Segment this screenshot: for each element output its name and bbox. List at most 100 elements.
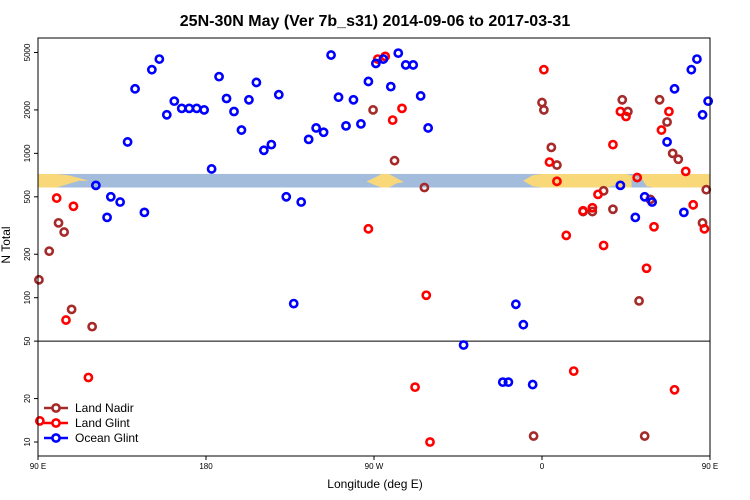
data-point <box>697 109 708 120</box>
data-point <box>503 377 514 388</box>
data-point <box>593 189 603 200</box>
x-tick-label: 0 <box>540 462 545 471</box>
data-point <box>688 199 699 210</box>
data-point <box>53 217 64 228</box>
data-point <box>393 48 404 59</box>
data-point <box>546 142 557 153</box>
y-tick-label: 5000 <box>23 43 32 61</box>
data-point <box>608 139 618 150</box>
data-point <box>621 111 631 122</box>
map-land-africa <box>523 174 641 188</box>
data-point <box>83 372 94 383</box>
data-point <box>538 105 549 115</box>
data-point <box>419 182 430 193</box>
legend-label: Land Glint <box>75 416 130 430</box>
legend-label: Ocean Glint <box>75 431 139 445</box>
data-point <box>410 382 420 393</box>
data-point <box>664 106 674 117</box>
series-land-glint <box>34 51 710 447</box>
x-tick-label: 90 E <box>30 462 46 471</box>
data-point <box>552 160 562 170</box>
data-point <box>59 227 70 237</box>
y-tick-label: 200 <box>23 247 32 261</box>
y-axis-label: N Total <box>0 226 13 263</box>
data-point <box>363 223 374 234</box>
data-point <box>363 76 374 87</box>
data-point <box>617 94 628 105</box>
data-point <box>154 54 165 64</box>
data-point <box>214 71 224 82</box>
data-point <box>587 202 598 213</box>
data-point <box>510 299 521 310</box>
data-point <box>527 379 538 390</box>
data-point <box>667 148 678 159</box>
data-point <box>397 103 407 114</box>
data-point <box>161 109 172 120</box>
data-point <box>229 106 239 117</box>
y-axis: 10 20 50 100 200 500 1000 2000 5000 <box>23 43 38 446</box>
data-point <box>608 204 618 215</box>
data-point <box>266 139 277 150</box>
data-point <box>385 81 396 92</box>
data-point <box>90 180 101 191</box>
data-point <box>191 103 202 114</box>
data-point <box>544 157 555 167</box>
data-point <box>273 89 284 100</box>
data-point <box>258 145 269 156</box>
data-point <box>184 103 195 114</box>
data-point <box>654 94 665 105</box>
map-land-americas <box>366 174 404 188</box>
x-axis-label: Longitude (deg E) <box>327 477 422 491</box>
x-tick-label: 90 E <box>702 462 718 471</box>
data-point <box>630 212 641 223</box>
data-point <box>66 304 77 315</box>
data-point <box>387 115 398 126</box>
data-point <box>518 319 529 330</box>
data-point <box>662 117 672 127</box>
data-point <box>51 193 62 203</box>
data-point <box>378 54 389 64</box>
map-land-arabia <box>616 176 632 188</box>
series-land-nadir <box>34 94 712 441</box>
data-point <box>634 296 644 306</box>
data-point <box>632 172 643 183</box>
data-point <box>649 221 659 232</box>
x-tick-label: 180 <box>199 462 213 471</box>
data-point <box>122 137 133 147</box>
data-point <box>169 96 180 107</box>
data-point <box>199 105 210 115</box>
data-point <box>303 134 314 145</box>
y-tick-label: 20 <box>23 394 32 403</box>
y-tick-label: 10 <box>23 437 32 446</box>
data-point <box>288 298 299 309</box>
data-point <box>389 155 400 166</box>
map-land-asia-east <box>639 174 710 188</box>
data-point <box>221 93 232 104</box>
data-point <box>236 125 247 135</box>
legend-swatch-marker <box>51 433 61 443</box>
data-point <box>333 92 344 103</box>
data-point <box>568 366 579 376</box>
data-point <box>400 60 411 70</box>
data-point <box>615 106 626 117</box>
data-point <box>176 103 187 114</box>
data-point <box>115 197 126 207</box>
series-ocean-glint <box>90 48 714 390</box>
data-point <box>281 191 292 202</box>
legend-label: Land Nadir <box>75 401 134 415</box>
data-point <box>139 207 150 218</box>
y-tick-label: 50 <box>23 336 32 345</box>
data-point <box>251 77 262 88</box>
x-axis: 90 E 180 90 W 0 90 E <box>30 456 718 471</box>
data-point <box>44 246 55 257</box>
data-point <box>370 58 381 69</box>
data-point <box>458 340 469 350</box>
data-point <box>326 50 336 60</box>
data-point <box>699 223 710 234</box>
data-point <box>647 197 658 207</box>
data-series-group <box>34 48 714 447</box>
data-point <box>701 184 712 195</box>
data-point <box>497 377 508 388</box>
